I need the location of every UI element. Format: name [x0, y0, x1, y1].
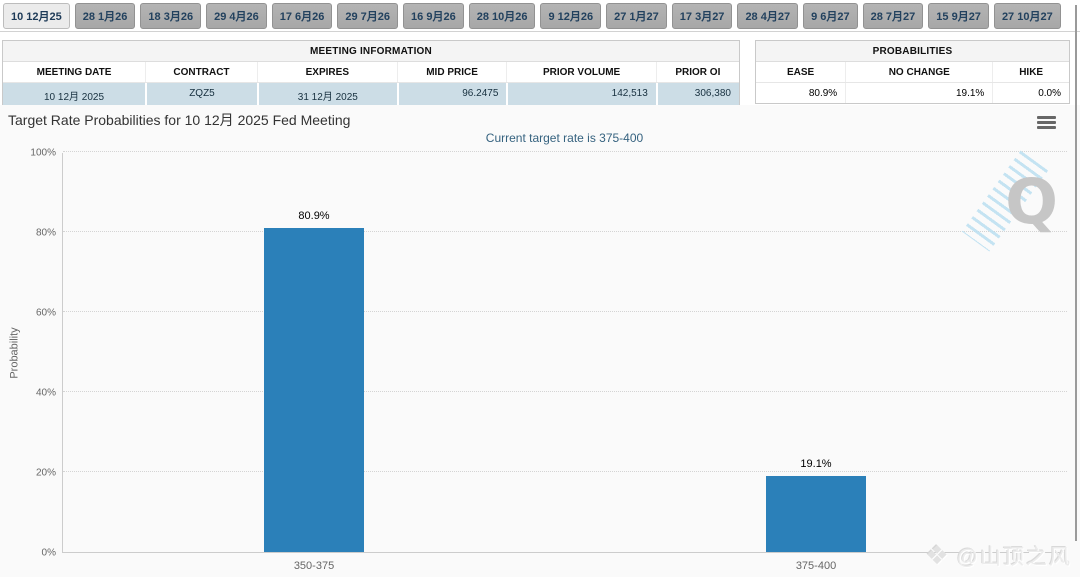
menu-bar: [1036, 125, 1056, 129]
y-tick-80%: 80%: [35, 227, 56, 239]
bar-value-label: 80.9%: [298, 210, 330, 223]
gridline-20%: [63, 471, 1067, 472]
meeting-information-title: MEETING INFORMATION: [3, 41, 739, 62]
y-tick-100%: 100%: [30, 147, 56, 159]
meeting-information-table: MEETING INFORMATION MEETING DATE CONTRACT…: [2, 40, 740, 108]
x-axis-label-350-375: 350-375: [293, 560, 335, 572]
menu-bar: [1036, 120, 1056, 124]
hamburger-menu-icon[interactable]: [1034, 113, 1058, 131]
column-header-contract: CONTRACT: [145, 62, 257, 82]
column-header-hike: HIKE: [992, 62, 1069, 82]
cell-contract: ZQZ5: [145, 83, 257, 107]
tab-28-4月27[interactable]: 28 4月27: [737, 2, 799, 29]
gridline-60%: [63, 311, 1067, 312]
cell-prior-volume: 142,513: [506, 83, 655, 107]
tab-15-9月27[interactable]: 15 9月27: [928, 2, 989, 29]
probabilities-data-row: 80.9% 19.1% 0.0%: [756, 83, 1069, 103]
gridline-100%: [63, 151, 1067, 152]
bar-375-400[interactable]: [766, 475, 866, 552]
tab-29-7月26[interactable]: 29 7月26: [337, 2, 399, 29]
y-tick-0%: 0%: [41, 547, 56, 559]
meeting-information-data-row: 10 12月 2025 ZQZ5 31 12月 2025 96.2475 142,513…: [3, 83, 739, 107]
cell-expires: 31 12月 2025: [256, 83, 397, 107]
tab-10-12月25[interactable]: 10 12月25: [3, 2, 70, 29]
menu-bar: [1036, 115, 1056, 119]
tab-28-7月27[interactable]: 28 7月27: [862, 2, 924, 29]
meeting-information-header-row: MEETING DATE CONTRACT EXPIRES MID PRICE PRIO…: [3, 62, 739, 83]
tables-row: MEETING INFORMATION MEETING DATE CONTRACT…: [0, 40, 1080, 108]
meeting-date-tabbar: 10 12月25 28 1月26 18 3月26 29 4月26 17 6月26 29 7…: [0, 0, 1080, 32]
column-header-prior-oi: PRIOR OI: [655, 62, 739, 82]
tab-28-1月26[interactable]: 28 1月26: [74, 2, 136, 29]
x-axis-label-375-400: 375-400: [795, 560, 837, 572]
column-header-no-change: NO CHANGE: [845, 62, 992, 82]
gridline-40%: [63, 391, 1067, 392]
column-header-prior-volume: PRIOR VOLUME: [506, 62, 655, 82]
y-axis-tick-labels: 0% 20% 40% 60% 80% 100%: [0, 148, 56, 559]
column-header-mid-price: MID PRICE: [396, 62, 507, 82]
target-rate-probabilities-chart: Target Rate Probabilities for 10 12月 202…: [0, 105, 1080, 577]
cell-prior-oi: 306,380: [655, 83, 739, 107]
tab-27-10月27[interactable]: 27 10月27: [993, 2, 1061, 29]
column-header-meeting-date: MEETING DATE: [36, 67, 112, 78]
gridline-80%: [63, 231, 1067, 232]
cell-ease: 80.9%: [808, 88, 838, 99]
plot-area: 80.9% 350-375 19.1% 375-400: [62, 151, 1067, 572]
y-tick-60%: 60%: [35, 307, 56, 319]
cell-hike: 0.0%: [992, 83, 1069, 103]
y-tick-40%: 40%: [35, 387, 56, 399]
tab-17-3月27[interactable]: 17 3月27: [671, 2, 733, 29]
column-header-expires: EXPIRES: [256, 62, 397, 82]
category-slot-375-400: 19.1% 375-400: [565, 153, 1067, 572]
cell-no-change: 19.1%: [845, 83, 992, 103]
bar-value-label: 19.1%: [800, 457, 832, 470]
category-slot-350-375: 80.9% 350-375: [63, 153, 565, 572]
probabilities-header-row: EASE NO CHANGE HIKE: [756, 62, 1069, 83]
chart-title: Target Rate Probabilities for 10 12月 202…: [8, 112, 351, 128]
scrollbar[interactable]: [1075, 5, 1077, 541]
tab-29-4月26[interactable]: 29 4月26: [206, 2, 267, 29]
bar-350-375[interactable]: [264, 228, 364, 552]
tab-9-6月27[interactable]: 9 6月27: [803, 2, 858, 29]
column-header-ease: EASE: [786, 67, 815, 78]
tab-17-6月26[interactable]: 17 6月26: [271, 2, 333, 29]
cell-mid-price: 96.2475: [396, 83, 507, 107]
probabilities-title: PROBABILITIES: [756, 41, 1069, 62]
chart-subtitle: Current target rate is 375-400: [485, 131, 644, 145]
tab-27-1月27[interactable]: 27 1月27: [606, 2, 667, 29]
tab-16-9月26[interactable]: 16 9月26: [403, 2, 464, 29]
tab-18-3月26[interactable]: 18 3月26: [140, 2, 202, 29]
tab-28-10月26[interactable]: 28 10月26: [468, 2, 536, 29]
y-tick-20%: 20%: [35, 467, 56, 479]
tab-9-12月26[interactable]: 9 12月26: [540, 2, 602, 29]
probabilities-table: PROBABILITIES EASE NO CHANGE HIKE 80.9% 19.…: [755, 40, 1070, 104]
cell-meeting-date: 10 12月 2025: [43, 92, 105, 103]
